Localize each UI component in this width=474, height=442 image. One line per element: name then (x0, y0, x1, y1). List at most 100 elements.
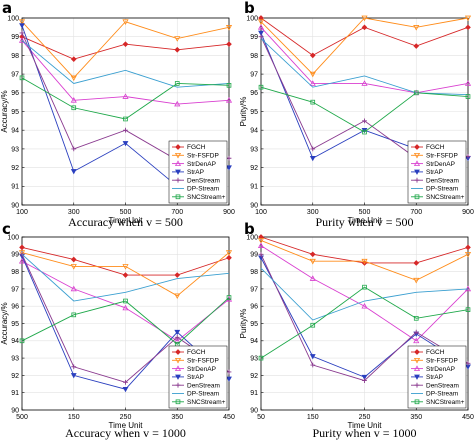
legend-marker-fgch (414, 349, 420, 355)
data-point-str-fsfdp (18, 19, 26, 25)
chart-panel-1: a Accuracy when v = 500 90 91 92 93 94 95 96 97 98… (0, 0, 235, 229)
x-tick-label: 100 (16, 209, 28, 216)
data-point-strdenap (309, 275, 316, 281)
y-tick-label: 100 (246, 15, 258, 22)
data-point-strap (258, 30, 264, 36)
panel-letter: c (2, 220, 11, 238)
x-tick-label: 900 (223, 209, 235, 216)
panel-caption: Accuracy when v = 1000 (65, 426, 186, 440)
chart-panel-4: b Purity when v = 1000 90 91 92 93 94 95 96 97 98 9… (239, 220, 474, 440)
data-point-str-fsfdp (257, 19, 265, 25)
data-point-strdenap (413, 337, 420, 344)
data-point-fgch (361, 24, 368, 31)
panel-caption: Purity when v = 500 (315, 215, 413, 229)
data-point-fgch (309, 251, 316, 258)
data-point-str-fsfdp (70, 75, 77, 82)
y-tick-label: 94 (250, 128, 258, 135)
y-tick-label: 99 (11, 252, 19, 259)
series-line-str-fsfdp (21, 252, 230, 297)
data-point-strap (70, 373, 77, 379)
y-tick-label: 95 (250, 321, 258, 328)
data-point-str-fsfdp (70, 264, 77, 270)
data-point-str-fsfdp (464, 251, 472, 258)
legend-label-strap: StrAP (426, 374, 443, 381)
x-tick-label: 50 (257, 414, 265, 421)
plot-frame (21, 236, 230, 411)
x-tick-label: 500 (359, 209, 371, 216)
data-point-strdenap (257, 24, 265, 30)
data-point-fgch (174, 272, 181, 278)
x-axis-label: Time Unit (109, 421, 144, 430)
data-point-sncstream- (258, 355, 264, 361)
data-point-sncstream- (465, 307, 471, 312)
legend-marker-sncstream- (175, 194, 181, 200)
legend-marker-fgch (175, 349, 181, 355)
plot-frame (21, 17, 230, 206)
legend-label-dp-stream: DP-Stream (426, 186, 458, 193)
legend-label-strap: StrAP (187, 169, 204, 176)
x-tick-label: 100 (255, 209, 267, 216)
y-axis-label: Accuracy/% (0, 302, 9, 344)
x-tick-label: 450 (462, 414, 474, 421)
data-point-str-fsfdp (309, 258, 316, 265)
legend-label-fgch: FGCH (187, 349, 206, 356)
y-tick-label: 94 (11, 128, 19, 135)
data-point-denstream (71, 364, 77, 370)
y-tick-label: 95 (11, 109, 19, 116)
x-axis-label: Time Unit (348, 421, 383, 430)
x-tick-label: 700 (410, 209, 422, 216)
legend-label-strdenap: StrDenAP (187, 366, 216, 373)
y-tick-label: 98 (11, 53, 19, 60)
y-tick-label: 94 (250, 338, 258, 345)
legend-marker-strdenap (174, 365, 182, 371)
y-tick-label: 96 (11, 304, 19, 311)
y-tick-label: 97 (11, 72, 19, 79)
data-point-sncstream- (413, 90, 419, 96)
x-tick-label: 300 (68, 209, 80, 216)
legend-marker-str-fsfdp (174, 152, 182, 159)
data-point-sncstream- (310, 322, 316, 328)
data-point-sncstream- (226, 295, 232, 300)
y-tick-label: 92 (11, 165, 19, 172)
legend-label-fgch: FGCH (426, 349, 445, 356)
data-point-fgch (122, 41, 129, 48)
x-tick-label: 500 (16, 414, 28, 421)
data-point-denstream (19, 30, 25, 36)
x-tick-label: 250 (120, 414, 132, 421)
data-point-denstream (226, 155, 232, 161)
x-tick-label: 350 (171, 414, 183, 421)
legend-marker-strap (414, 169, 420, 175)
y-tick-label: 91 (250, 390, 258, 397)
data-point-denstream (258, 34, 264, 40)
data-point-strdenap (122, 93, 129, 99)
legend-marker-strdenap (413, 160, 421, 166)
y-tick-label: 93 (250, 356, 258, 363)
data-point-strdenap (122, 304, 129, 311)
data-point-strdenap (361, 302, 368, 309)
x-tick-label: 350 (410, 414, 422, 421)
y-axis-label: Purity/% (239, 309, 248, 339)
legend-label-strdenap: StrDenAP (426, 366, 455, 373)
legend-label-fgch: FGCH (426, 144, 445, 151)
legend-marker-strap (175, 374, 181, 380)
y-axis-label: Purity/% (239, 97, 248, 127)
legend-label-denstream: DenStream (187, 382, 220, 389)
data-point-strap (226, 376, 232, 382)
data-point-str-fsfdp (309, 71, 316, 78)
data-point-str-fsfdp (257, 238, 265, 244)
legend-label-str-fsfdp: Str-FSFDP (426, 153, 458, 160)
data-point-fgch (226, 41, 232, 48)
legend-label-str-fsfdp: Str-FSFDP (426, 358, 458, 365)
series-line-strdenap (260, 245, 469, 342)
data-point-strdenap (70, 97, 77, 103)
chart-panel-2: b Purity when v = 500 90 91 92 93 94 95 96 97 98 99… (239, 0, 474, 229)
data-point-str-fsfdp (361, 258, 368, 265)
x-tick-label: 500 (120, 209, 132, 216)
series-line-str-fsfdp (21, 21, 230, 79)
y-tick-label: 99 (250, 252, 258, 259)
legend-marker-str-fsfdp (413, 152, 421, 159)
data-point-strap (309, 156, 316, 162)
legend-marker-strdenap (413, 365, 421, 371)
